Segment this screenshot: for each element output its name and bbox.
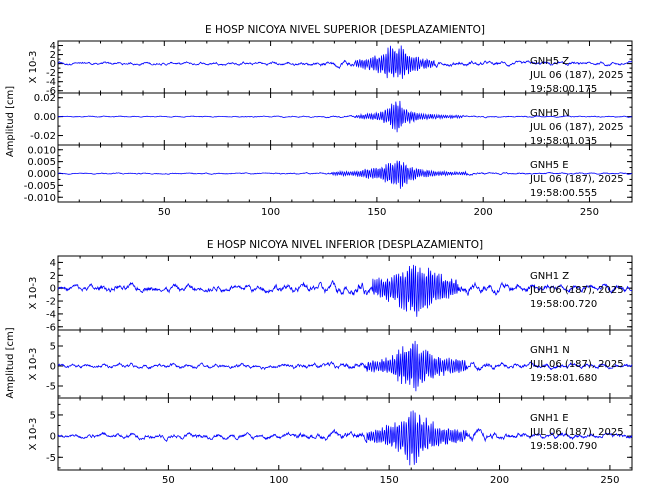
y-tick-label: -2 bbox=[46, 68, 56, 79]
time-label: 19:58:01.035 bbox=[530, 136, 597, 147]
y-tick-label: -4 bbox=[46, 77, 56, 88]
x-tick-label: 200 bbox=[490, 475, 509, 486]
y-axis-label: Amplitud [cm] bbox=[5, 86, 16, 157]
date-label: JUL 06 (187), 2025 bbox=[529, 427, 624, 438]
y-tick-label: 0.000 bbox=[27, 169, 56, 180]
channel-label: GNH1 Z bbox=[530, 271, 569, 282]
y-exponent-label: X 10-3 bbox=[28, 348, 39, 381]
y-tick-label: 0 bbox=[50, 432, 56, 443]
seismic-trace bbox=[57, 160, 633, 189]
date-label: JUL 06 (187), 2025 bbox=[529, 285, 624, 296]
y-tick-label: 0.00 bbox=[34, 112, 56, 123]
channel-label: GNH1 N bbox=[530, 345, 570, 356]
date-label: JUL 06 (187), 2025 bbox=[529, 359, 624, 370]
time-label: 19:58:00.790 bbox=[530, 441, 597, 452]
y-tick-label: 0 bbox=[50, 59, 56, 70]
y-tick-label: -0.02 bbox=[30, 131, 56, 142]
y-tick-label: -4 bbox=[46, 309, 56, 320]
y-tick-label: 0.005 bbox=[27, 157, 56, 168]
y-tick-label: 0 bbox=[50, 284, 56, 295]
channel-label: GNH5 N bbox=[530, 108, 570, 119]
channel-label: GNH5 E bbox=[530, 160, 569, 171]
channel-label: GNH1 E bbox=[530, 413, 569, 424]
x-tick-label: 250 bbox=[580, 207, 599, 218]
y-tick-label: -6 bbox=[46, 322, 56, 333]
chart-title: E HOSP NICOYA NIVEL SUPERIOR [DESPLAZAMI… bbox=[205, 24, 485, 36]
date-label: JUL 06 (187), 2025 bbox=[529, 174, 624, 185]
y-tick-label: 0 bbox=[50, 362, 56, 373]
time-label: 19:58:00.175 bbox=[530, 84, 597, 95]
seismic-trace bbox=[57, 410, 633, 466]
y-tick-label: 2 bbox=[50, 271, 56, 282]
y-exponent-label: X 10-3 bbox=[28, 51, 39, 84]
y-tick-label: 5 bbox=[50, 342, 56, 353]
chart-title: E HOSP NICOYA NIVEL INFERIOR [DESPLAZAMI… bbox=[207, 239, 483, 251]
seismic-trace bbox=[58, 100, 633, 133]
y-axis-label: Amplitud [cm] bbox=[5, 327, 16, 398]
time-label: 19:58:01.680 bbox=[530, 373, 597, 384]
y-tick-label: -5 bbox=[46, 382, 56, 393]
y-tick-label: -0.005 bbox=[24, 181, 56, 192]
x-tick-label: 100 bbox=[269, 475, 288, 486]
x-tick-label: 250 bbox=[600, 475, 619, 486]
y-tick-label: -0.010 bbox=[24, 193, 56, 204]
date-label: JUL 06 (187), 2025 bbox=[529, 70, 624, 81]
seismic-trace bbox=[57, 45, 633, 79]
x-tick-label: 150 bbox=[380, 475, 399, 486]
y-tick-label: -2 bbox=[46, 297, 56, 308]
y-exponent-label: X 10-3 bbox=[28, 277, 39, 310]
y-exponent-label: X 10-3 bbox=[28, 418, 39, 451]
y-tick-label: 2 bbox=[50, 50, 56, 61]
date-label: JUL 06 (187), 2025 bbox=[529, 122, 624, 133]
x-tick-label: 50 bbox=[162, 475, 175, 486]
y-tick-label: -5 bbox=[46, 453, 56, 464]
time-label: 19:58:00.555 bbox=[530, 188, 597, 199]
y-tick-label: 4 bbox=[50, 41, 56, 52]
x-tick-label: 100 bbox=[261, 207, 280, 218]
seismic-trace bbox=[57, 340, 633, 392]
y-tick-label: 4 bbox=[50, 258, 56, 269]
seismic-trace bbox=[57, 264, 632, 317]
y-tick-label: 0.010 bbox=[27, 145, 56, 156]
time-label: 19:58:00.720 bbox=[530, 299, 597, 310]
y-tick-label: 0.02 bbox=[34, 93, 56, 104]
x-tick-label: 50 bbox=[158, 207, 171, 218]
x-tick-label: 150 bbox=[367, 207, 386, 218]
y-tick-label: -6 bbox=[46, 86, 56, 97]
x-tick-label: 200 bbox=[474, 207, 493, 218]
channel-label: GNH5 Z bbox=[530, 56, 569, 67]
y-tick-label: 5 bbox=[50, 410, 56, 421]
